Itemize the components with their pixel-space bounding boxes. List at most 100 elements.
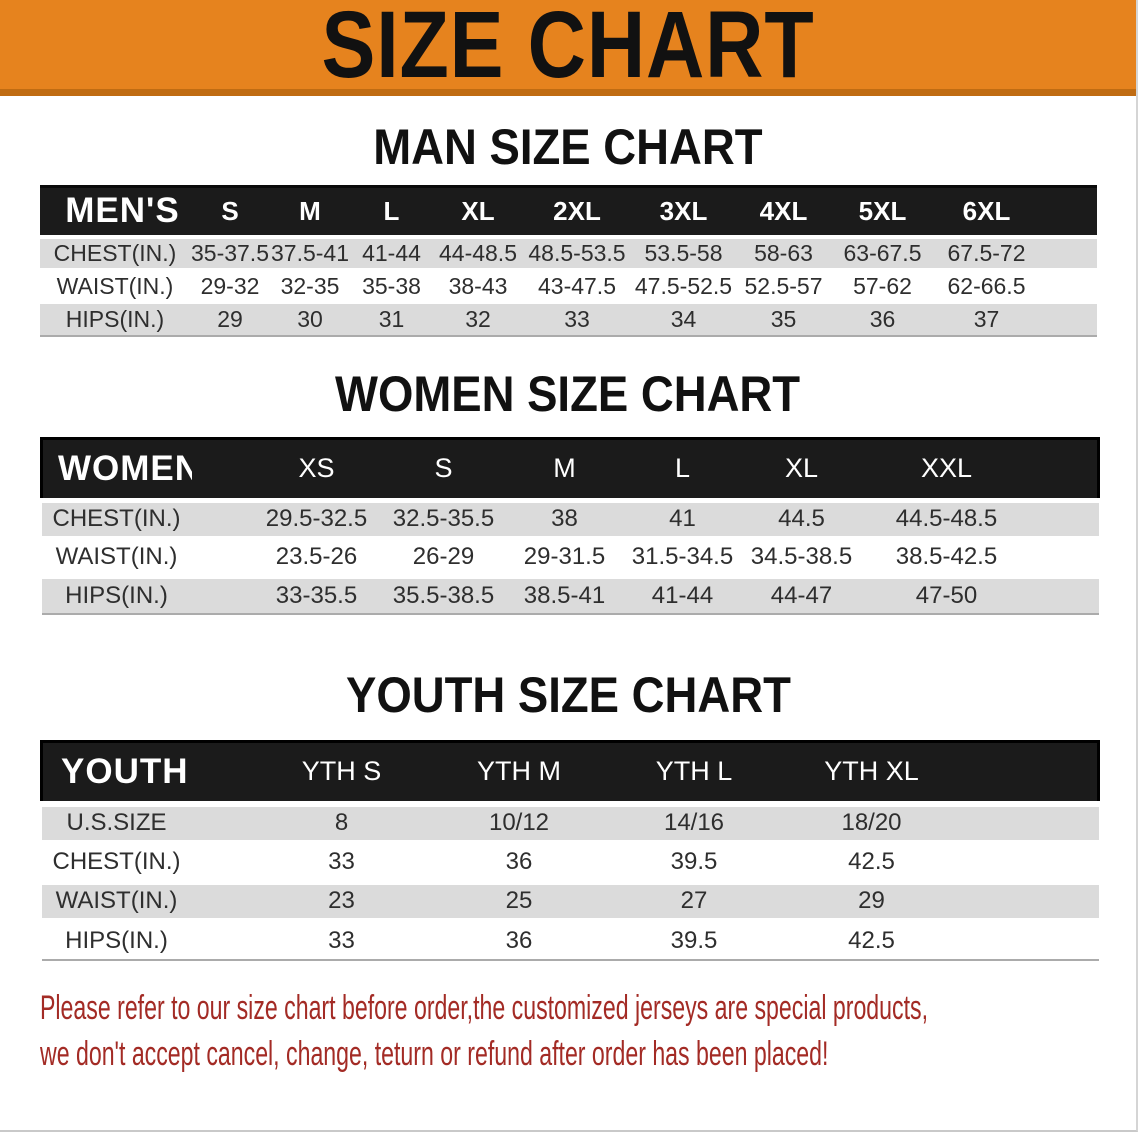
youth-waist-label: WAIST(IN.) [41,878,192,921]
page-title: SIZE CHART [321,0,815,98]
women-header-row: WOMEN'S XS S M L XL XXL [40,436,1100,502]
women-size-l: L [623,436,742,502]
table-row: HIPS(IN.) 29 30 31 32 33 34 35 36 37 [40,301,1097,336]
value-cell: 42.5 [781,917,962,960]
men-section-title-text: MAN SIZE CHART [373,119,763,175]
value-cell: 27 [606,878,782,921]
value-cell: 29 [190,301,270,336]
value-cell: 37.5-41 [270,234,350,270]
value-cell: 33-35.5 [251,573,382,614]
value-cell: 38.5-41 [505,573,624,614]
filler-cell [1031,573,1099,614]
men-waist-label: WAIST(IN.) [40,268,190,303]
youth-group-label: YOUTH [40,740,192,805]
men-size-4xl: 4XL [736,185,831,237]
disclaimer-line-2: we don't accept cancel, change, teturn o… [40,1034,829,1073]
table-row: WAIST(IN.) 29-32 32-35 35-38 38-43 43-47… [40,268,1097,303]
youth-ussize-label: U.S.SIZE [41,800,192,843]
table-row: HIPS(IN.) 33-35.5 35.5-38.5 38.5-41 41-4… [41,573,1099,614]
value-cell: 32 [433,301,523,336]
filler-cell [1039,268,1097,303]
value-cell: 26-29 [381,535,506,576]
value-cell: 38-43 [433,268,523,303]
table-row: WAIST(IN.) 23 25 27 29 [41,878,1099,921]
spacer-cell [191,573,252,614]
men-size-6xl: 6XL [934,185,1039,237]
value-cell: 33 [251,839,432,882]
table-row: HIPS(IN.) 33 36 39.5 42.5 [41,917,1099,960]
value-cell: 35 [736,301,831,336]
value-cell: 35-37.5 [190,234,270,270]
filler-cell [1039,234,1097,270]
table-row: WAIST(IN.) 23.5-26 26-29 29-31.5 31.5-34… [41,535,1099,576]
value-cell: 47-50 [861,573,1032,614]
women-waist-label: WAIST(IN.) [41,535,192,576]
value-cell: 44-47 [741,573,862,614]
value-cell: 58-63 [736,234,831,270]
filler-cell [961,800,1099,843]
value-cell: 29.5-32.5 [251,497,382,538]
value-cell: 38 [505,497,624,538]
value-cell: 14/16 [606,800,782,843]
table-row: CHEST(IN.) 33 36 39.5 42.5 [41,839,1099,882]
value-cell: 39.5 [606,917,782,960]
value-cell: 41 [623,497,742,538]
table-row: U.S.SIZE 8 10/12 14/16 18/20 [41,800,1099,843]
men-chest-label: CHEST(IN.) [40,234,190,270]
value-cell: 35-38 [350,268,433,303]
value-cell: 29-31.5 [505,535,624,576]
table-row: CHEST(IN.) 29.5-32.5 32.5-35.5 38 41 44.… [41,497,1099,538]
value-cell: 33 [523,301,631,336]
filler-cell [1031,497,1099,538]
value-cell: 39.5 [606,839,782,882]
men-size-5xl: 5XL [831,185,934,237]
men-size-2xl: 2XL [523,185,631,237]
men-size-table: MEN'S S M L XL 2XL 3XL 4XL 5XL 6XL CHEST… [40,185,1097,337]
value-cell: 32-35 [270,268,350,303]
women-size-m: M [505,436,624,502]
filler-cell [961,878,1099,921]
filler-cell [1031,535,1099,576]
youth-section-title-text: YOUTH SIZE CHART [345,667,791,723]
value-cell: 41-44 [350,234,433,270]
value-cell: 34.5-38.5 [741,535,862,576]
value-cell: 23 [251,878,432,921]
women-size-table: WOMEN'S XS S M L XL XXL CHEST(IN.) 29.5-… [40,436,1100,615]
youth-header-row: YOUTH YTH S YTH M YTH L YTH XL [40,740,1100,805]
youth-section-title: YOUTH SIZE CHART [0,670,1136,720]
value-cell: 43-47.5 [523,268,631,303]
youth-size-s: YTH S [251,740,432,805]
women-header-filler [1031,436,1100,502]
spacer-cell [191,497,252,538]
women-hips-label: HIPS(IN.) [41,573,192,614]
men-size-3xl: 3XL [631,185,736,237]
value-cell: 63-67.5 [831,234,934,270]
value-cell: 67.5-72 [934,234,1039,270]
women-chest-label: CHEST(IN.) [41,497,192,538]
women-section-title: WOMEN SIZE CHART [0,369,1136,419]
youth-size-xl: YTH XL [781,740,962,805]
women-header-spacer [191,436,252,502]
value-cell: 33 [251,917,432,960]
value-cell: 38.5-42.5 [861,535,1032,576]
value-cell: 10/12 [431,800,607,843]
value-cell: 44.5 [741,497,862,538]
youth-size-table: YOUTH YTH S YTH M YTH L YTH XL U.S.SIZE … [40,740,1100,961]
women-section-title-text: WOMEN SIZE CHART [335,365,801,422]
value-cell: 30 [270,301,350,336]
value-cell: 44-48.5 [433,234,523,270]
men-size-l: L [350,185,433,237]
men-size-xl: XL [433,185,523,237]
banner: SIZE CHART [0,0,1136,96]
men-hips-label: HIPS(IN.) [40,301,190,336]
youth-size-l: YTH L [606,740,782,805]
spacer-cell [191,917,252,960]
spacer-cell [191,878,252,921]
value-cell: 47.5-52.5 [631,268,736,303]
value-cell: 42.5 [781,839,962,882]
filler-cell [1039,301,1097,336]
value-cell: 44.5-48.5 [861,497,1032,538]
spacer-cell [191,839,252,882]
women-size-xl: XL [741,436,862,502]
